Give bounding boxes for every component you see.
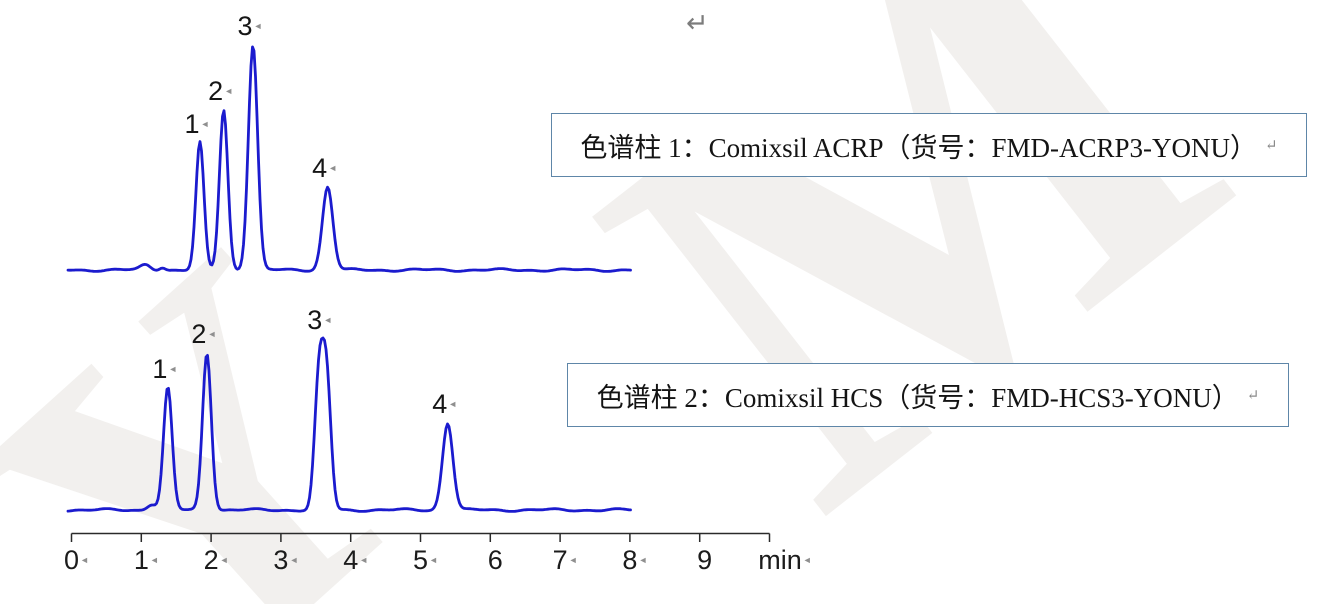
chromatogram-2-trace [66, 336, 632, 513]
small-left-arrow-mark: ◄ [224, 86, 234, 96]
axis-unit-label: min◄ [758, 545, 812, 575]
chromatogram-1-trace [66, 45, 632, 273]
small-left-arrow-mark: ◄ [289, 555, 299, 565]
chromatogram-2-peak-4-label: 4◄ [432, 389, 458, 419]
column-1-textbox[interactable]: 色谱柱 1：Comixsil ACRP（货号：FMD-ACRP3-YONU） ↵ [551, 113, 1307, 177]
chromatogram-1-peak-4-label: 4◄ [312, 153, 338, 183]
small-left-arrow-mark: ◄ [802, 555, 812, 565]
small-left-arrow-mark: ◄ [168, 364, 178, 374]
line-break-mark: ↵ [1265, 137, 1278, 154]
time-axis [70, 532, 771, 542]
small-left-arrow-mark: ◄ [253, 21, 263, 31]
axis-tick-label-7: 7◄ [552, 545, 578, 575]
column-2-label: 色谱柱 2：Comixsil HCS（货号：FMD-HCS3-YONU） [596, 382, 1239, 413]
axis-tick-label-0: 0◄ [64, 545, 89, 575]
chromatogram-2-peak-1-label: 1◄ [152, 354, 178, 384]
small-left-arrow-mark: ◄ [219, 555, 229, 565]
chromatogram-2-peak-3-label: 3◄ [307, 305, 333, 335]
small-left-arrow-mark: ◄ [448, 399, 458, 409]
chromatogram-1-peak-2-label: 2◄ [208, 76, 234, 106]
line-break-mark: ↵ [1246, 387, 1260, 404]
axis-tick-label-6: 6 [487, 545, 503, 575]
small-left-arrow-mark: ◄ [568, 555, 578, 565]
small-left-arrow-mark: ◄ [80, 555, 89, 565]
small-left-arrow-mark: ◄ [328, 163, 338, 173]
chromatogram-1-peak-3-label: 3◄ [237, 11, 263, 41]
small-left-arrow-mark: ◄ [207, 329, 217, 339]
axis-tick-label-3: 3◄ [273, 545, 299, 575]
paragraph-return-mark: ↵ [686, 8, 709, 38]
axis-tick-label-8: 8◄ [622, 545, 648, 575]
axis-tick-label-9: 9 [697, 545, 713, 575]
axis-tick-label-5: 5◄ [413, 545, 438, 575]
chromatogram-1-peak-1-label: 1◄ [184, 109, 210, 139]
small-left-arrow-mark: ◄ [429, 555, 438, 565]
small-left-arrow-mark: ◄ [359, 555, 369, 565]
axis-tick-label-4: 4◄ [343, 545, 369, 575]
column-1-label: 色谱柱 1：Comixsil ACRP（货号：FMD-ACRP3-YONU） [580, 132, 1258, 163]
small-left-arrow-mark: ◄ [149, 555, 159, 565]
small-left-arrow-mark: ◄ [200, 119, 210, 129]
column-2-textbox[interactable]: 色谱柱 2：Comixsil HCS（货号：FMD-HCS3-YONU） ↵ [567, 363, 1289, 427]
small-left-arrow-mark: ◄ [638, 555, 648, 565]
chromatogram-2-peak-2-label: 2◄ [191, 319, 217, 349]
axis-tick-label-1: 1◄ [133, 545, 159, 575]
axis-tick-label-2: 2◄ [203, 545, 229, 575]
small-left-arrow-mark: ◄ [323, 315, 333, 325]
